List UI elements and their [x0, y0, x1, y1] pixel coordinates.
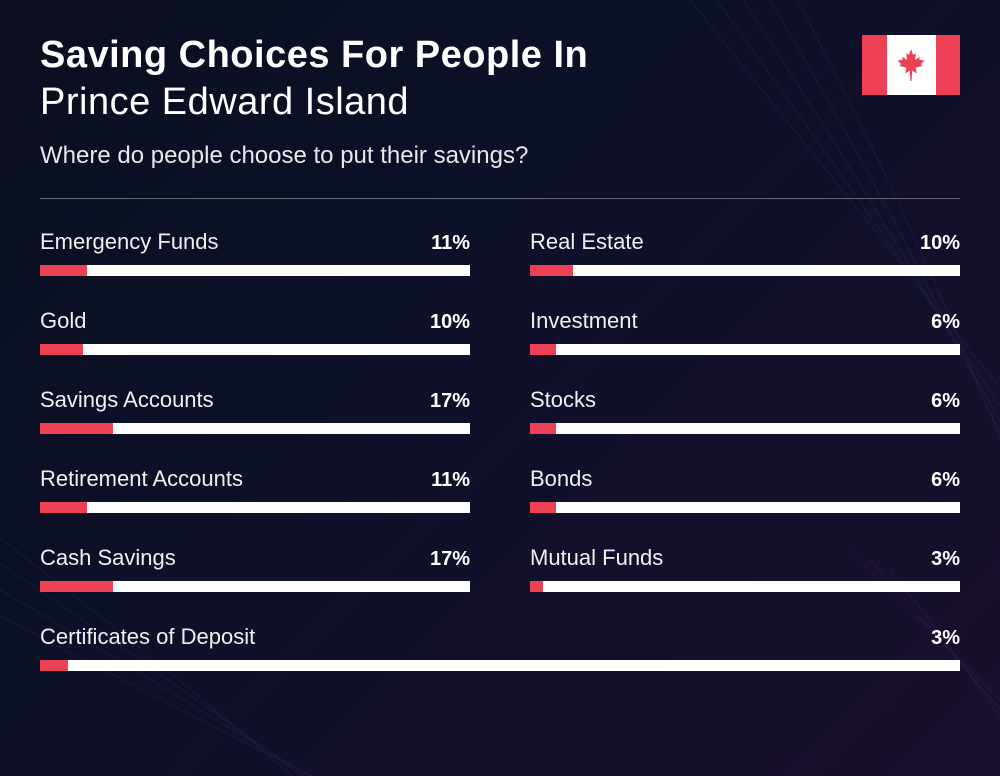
chart-item: Certificates of Deposit 3%: [40, 624, 960, 671]
chart-item: Cash Savings 17%: [40, 545, 470, 592]
chart-item-value: 6%: [931, 469, 960, 492]
divider: [40, 198, 960, 199]
bar-track: [40, 265, 470, 276]
chart-item-header: Real Estate 10%: [530, 229, 960, 255]
chart-item: Bonds 6%: [530, 466, 960, 513]
chart-item-label: Certificates of Deposit: [40, 624, 255, 650]
chart-item-value: 3%: [931, 627, 960, 650]
chart-item-label: Retirement Accounts: [40, 466, 243, 492]
chart-item: Investment 6%: [530, 308, 960, 355]
chart-item-value: 6%: [931, 390, 960, 413]
bar-fill: [530, 344, 556, 355]
bar-track: [40, 581, 470, 592]
chart-item-value: 17%: [430, 548, 470, 571]
chart-item-value: 10%: [920, 232, 960, 255]
chart-item-header: Bonds 6%: [530, 466, 960, 492]
chart-item-value: 10%: [430, 311, 470, 334]
chart-item-label: Bonds: [530, 466, 592, 492]
chart-item-label: Gold: [40, 308, 86, 334]
chart-item-label: Investment: [530, 308, 638, 334]
chart-item-header: Investment 6%: [530, 308, 960, 334]
chart-item-label: Mutual Funds: [530, 545, 663, 571]
bar-track: [40, 344, 470, 355]
title-bold: Saving Choices For People In: [40, 35, 960, 77]
chart-item-header: Retirement Accounts 11%: [40, 466, 470, 492]
bar-track: [530, 423, 960, 434]
bar-fill: [530, 581, 543, 592]
bar-track: [530, 581, 960, 592]
chart-item: Real Estate 10%: [530, 229, 960, 276]
bar-fill: [40, 502, 87, 513]
subtitle: Where do people choose to put their savi…: [40, 142, 960, 170]
chart-item-value: 11%: [431, 469, 470, 492]
chart-item-header: Emergency Funds 11%: [40, 229, 470, 255]
bar-fill: [530, 502, 556, 513]
chart-item-header: Cash Savings 17%: [40, 545, 470, 571]
bar-track: [530, 502, 960, 513]
header: Saving Choices For People In Prince Edwa…: [40, 35, 960, 170]
chart-item: Mutual Funds 3%: [530, 545, 960, 592]
chart-item-header: Certificates of Deposit 3%: [40, 624, 960, 650]
chart-item-value: 6%: [931, 311, 960, 334]
chart-item: Stocks 6%: [530, 387, 960, 434]
chart-item: Gold 10%: [40, 308, 470, 355]
bar-track: [530, 344, 960, 355]
chart-item-header: Gold 10%: [40, 308, 470, 334]
chart-item: Retirement Accounts 11%: [40, 466, 470, 513]
bar-track: [40, 660, 960, 671]
title-light: Prince Edward Island: [40, 81, 960, 124]
bar-track: [40, 502, 470, 513]
chart-grid: Emergency Funds 11% Real Estate 10% Gold 10% I…: [40, 229, 960, 671]
bar-fill: [40, 344, 83, 355]
chart-item-header: Savings Accounts 17%: [40, 387, 470, 413]
chart-item-header: Mutual Funds 3%: [530, 545, 960, 571]
bar-track: [40, 423, 470, 434]
chart-item-label: Stocks: [530, 387, 596, 413]
bar-fill: [530, 265, 573, 276]
chart-item-value: 3%: [931, 548, 960, 571]
chart-item: Savings Accounts 17%: [40, 387, 470, 434]
bar-fill: [40, 265, 87, 276]
bar-fill: [530, 423, 556, 434]
bar-fill: [40, 660, 68, 671]
chart-item-label: Savings Accounts: [40, 387, 214, 413]
chart-item-header: Stocks 6%: [530, 387, 960, 413]
chart-item-value: 17%: [430, 390, 470, 413]
chart-item: Emergency Funds 11%: [40, 229, 470, 276]
chart-item-value: 11%: [431, 232, 470, 255]
chart-item-label: Cash Savings: [40, 545, 176, 571]
bar-track: [530, 265, 960, 276]
chart-item-label: Real Estate: [530, 229, 644, 255]
chart-item-label: Emergency Funds: [40, 229, 219, 255]
bar-fill: [40, 581, 113, 592]
bar-fill: [40, 423, 113, 434]
